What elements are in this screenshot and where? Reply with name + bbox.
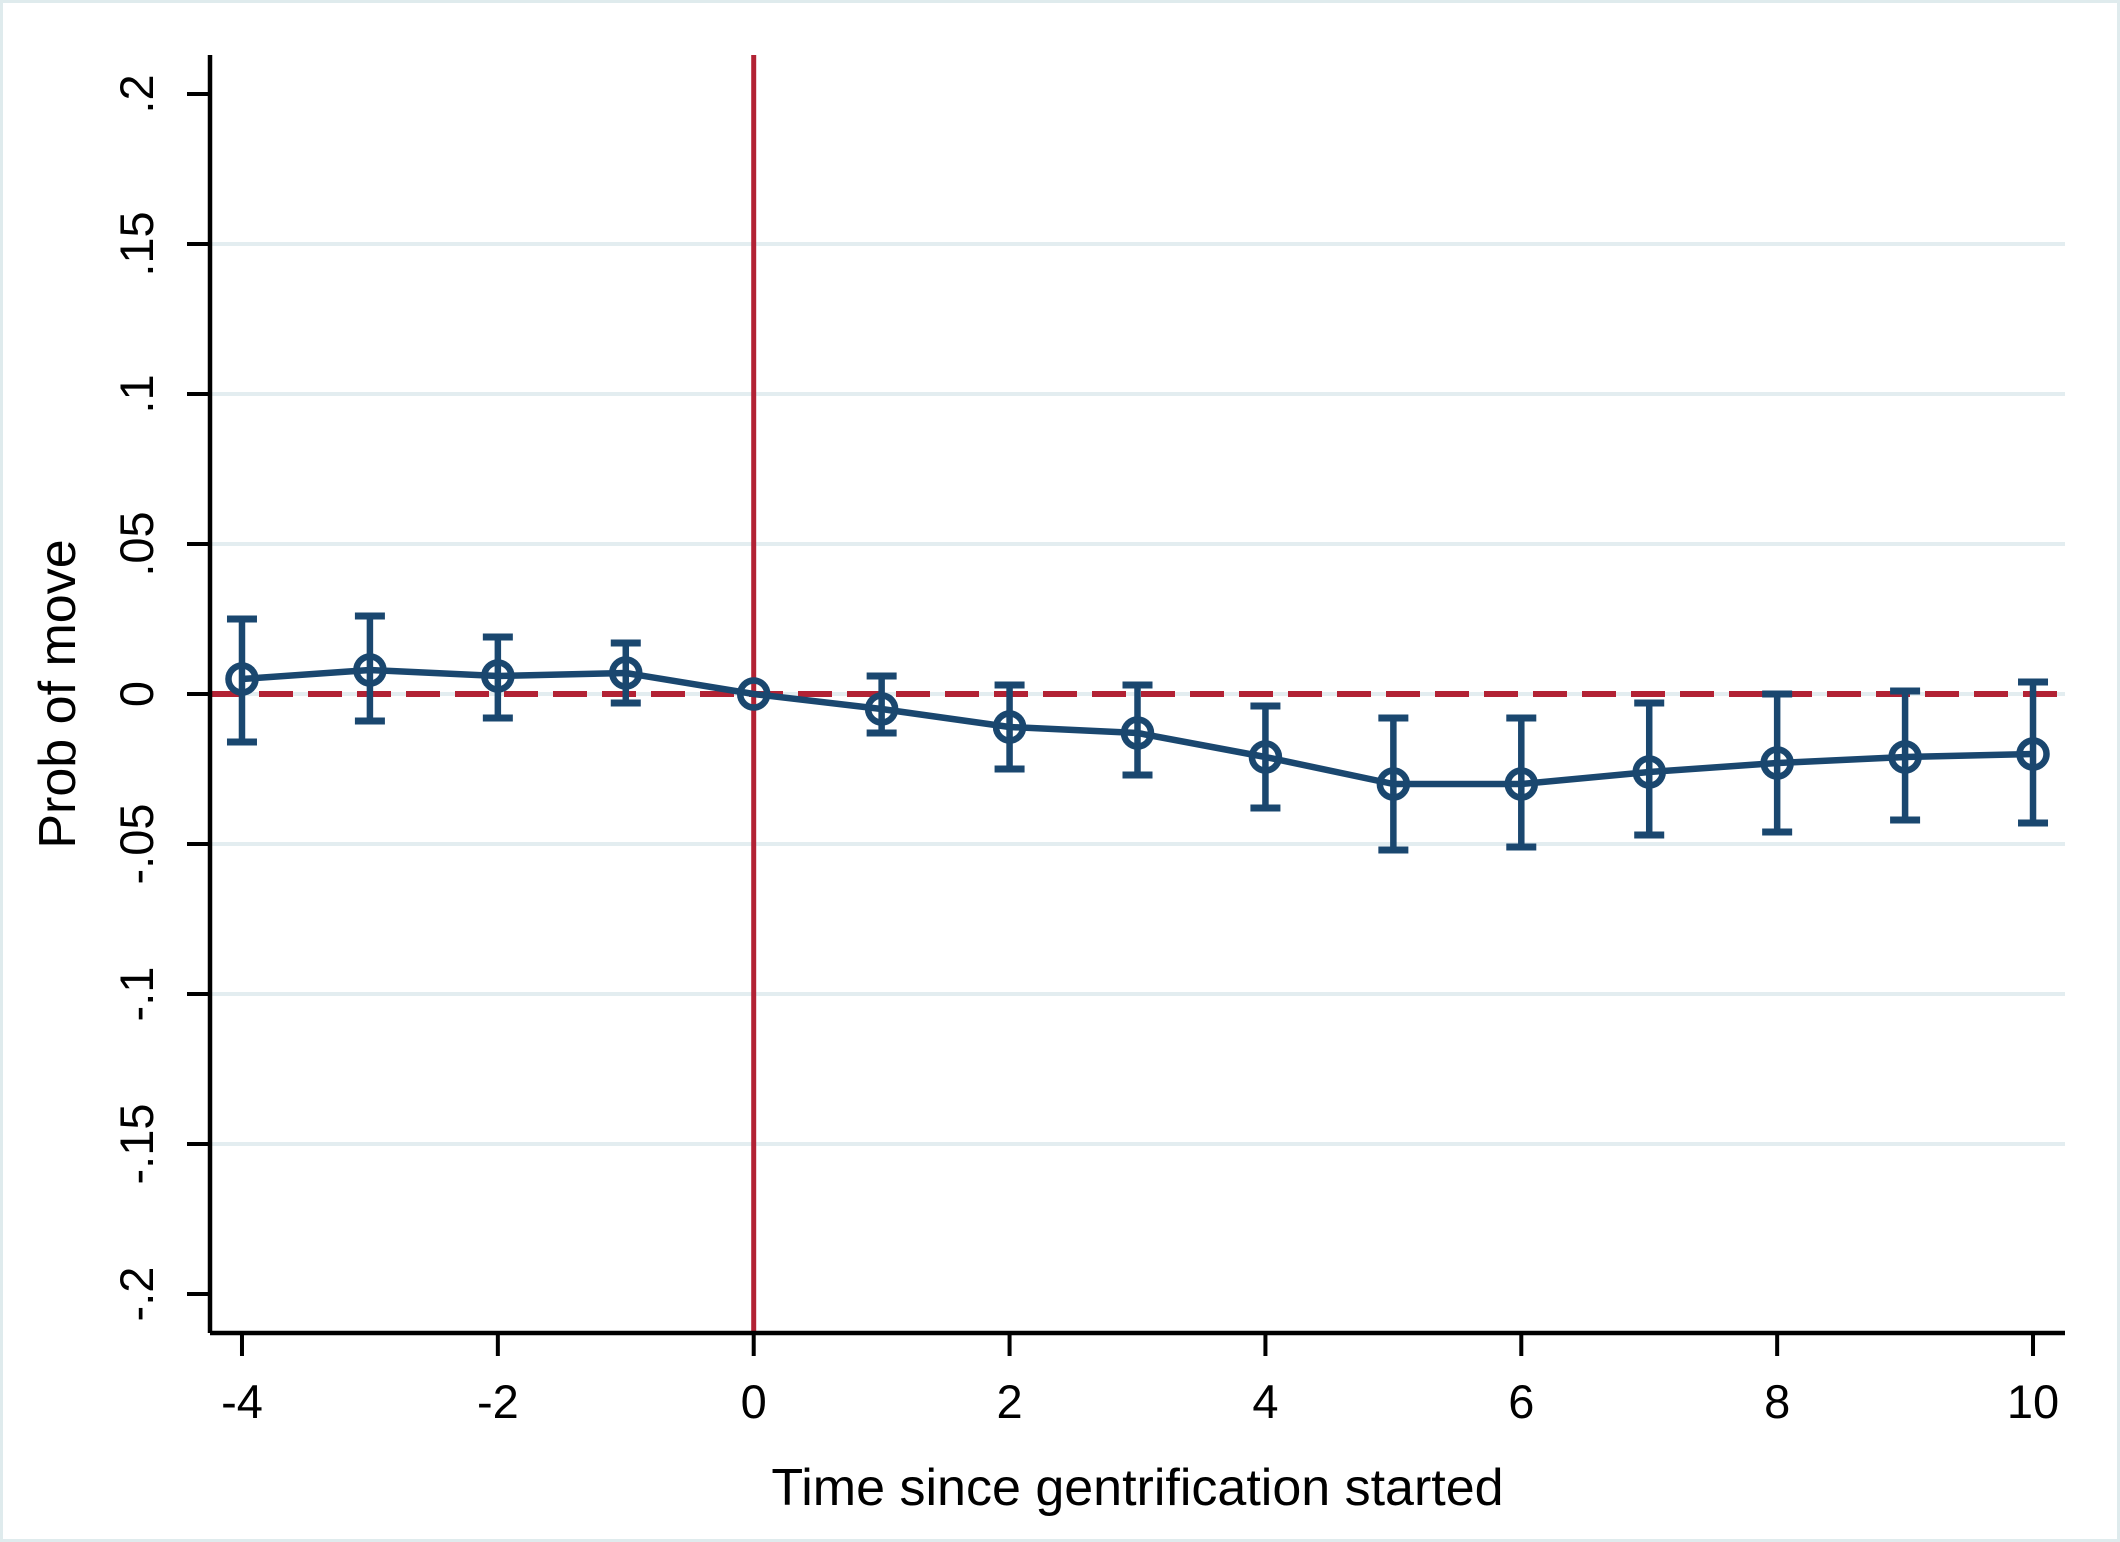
tick-labels: .2 .15 .1 .05 0 -.05 -.1 -.15 -.2 -4 -2 0 2 4 6 8 10 xyxy=(110,74,2059,1428)
data-point-markers xyxy=(225,653,2050,801)
x-tick-label: -4 xyxy=(221,1375,263,1428)
confidence-interval-bars xyxy=(226,612,2049,854)
y-tick-label: .1 xyxy=(110,374,163,413)
x-tick-label: 8 xyxy=(1764,1375,1790,1428)
x-tick-label: 4 xyxy=(1252,1375,1278,1428)
y-tick-label: .05 xyxy=(110,511,163,576)
y-axis-title: Prob of move xyxy=(29,539,87,848)
y-tick-label: .2 xyxy=(110,74,163,113)
y-tick-label: -.05 xyxy=(110,804,163,885)
y-tick-label: -.2 xyxy=(110,1267,163,1322)
x-tick-label: -2 xyxy=(477,1375,519,1428)
x-tick-label: 6 xyxy=(1508,1375,1534,1428)
x-tick-label: 0 xyxy=(741,1375,767,1428)
x-tick-label: 2 xyxy=(996,1375,1022,1428)
event-study-plot: .2 .15 .1 .05 0 -.05 -.1 -.15 -.2 -4 -2 0 2 4 6 8 10 Tim… xyxy=(29,55,2065,1517)
y-tick-label: -.15 xyxy=(110,1104,163,1185)
tick-marks xyxy=(187,92,2036,1356)
y-tick-label: 0 xyxy=(110,681,163,707)
x-tick-label: 10 xyxy=(2007,1375,2059,1428)
x-axis-title: Time since gentrification started xyxy=(771,1459,1503,1517)
y-tick-label: .15 xyxy=(110,211,163,276)
y-tick-label: -.1 xyxy=(110,967,163,1022)
